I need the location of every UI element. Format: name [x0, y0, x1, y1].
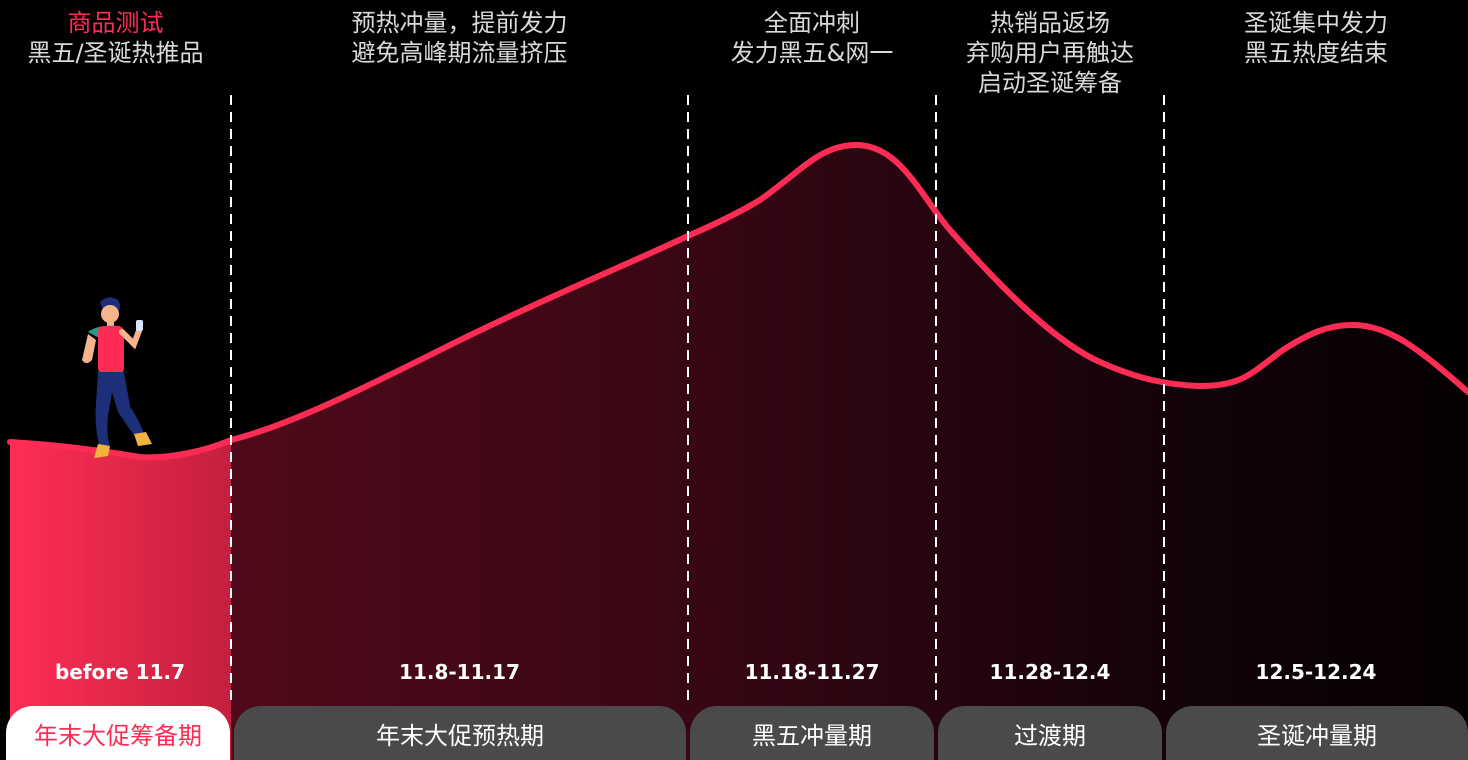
phase-description: 预热冲量，提前发力 避免高峰期流量挤压 — [231, 8, 688, 68]
phase-description-line: 圣诞集中发力 — [1244, 9, 1388, 37]
phase-date: 12.5-12.24 — [1255, 660, 1377, 684]
phase-tab-warmup[interactable]: 年末大促预热期 — [234, 706, 686, 760]
phase-description-line: 避免高峰期流量挤压 — [351, 39, 568, 67]
phase-description-line: 弃购用户再触达 — [966, 39, 1134, 67]
phase-description: 圣诞集中发力 黑五热度结束 — [1164, 8, 1468, 68]
phase-description-line: 发力黑五&网一 — [730, 39, 894, 67]
phase-date: 11.18-11.27 — [744, 660, 880, 684]
phase-tab-christmas[interactable]: 圣诞冲量期 — [1166, 706, 1468, 760]
phase-description-line: 全面冲刺 — [764, 9, 860, 37]
curve-area-right — [231, 145, 1468, 760]
phase-date: 11.28-12.4 — [989, 660, 1111, 684]
phase-date: 11.8-11.17 — [399, 660, 520, 684]
phase-description-line: 热销品返场 — [990, 9, 1110, 37]
phase-tab-preparation[interactable]: 年末大促筹备期 — [6, 706, 230, 760]
phase-description-line: 黑五/圣诞热推品 — [27, 39, 204, 67]
walking-person-with-phone-icon — [82, 297, 152, 458]
phase-description-line: 预热冲量，提前发力 — [351, 9, 568, 37]
phase-description: 全面冲刺 发力黑五&网一 — [688, 8, 936, 68]
phase-description: 热销品返场 弃购用户再触达 启动圣诞筹备 — [936, 8, 1164, 98]
phase-description-line: 启动圣诞筹备 — [978, 69, 1122, 97]
curve-area-left — [10, 440, 231, 760]
phase-description-line: 黑五热度结束 — [1244, 39, 1388, 67]
phase-date: before 11.7 — [54, 660, 186, 684]
phase-description-line: 商品测试 — [67, 9, 164, 37]
phase-description: 商品测试 黑五/圣诞热推品 — [0, 8, 231, 68]
traffic-curve-line — [7, 141, 1468, 461]
phase-tab-transition[interactable]: 过渡期 — [938, 706, 1162, 760]
phase-tab-black-friday[interactable]: 黑五冲量期 — [690, 706, 934, 760]
